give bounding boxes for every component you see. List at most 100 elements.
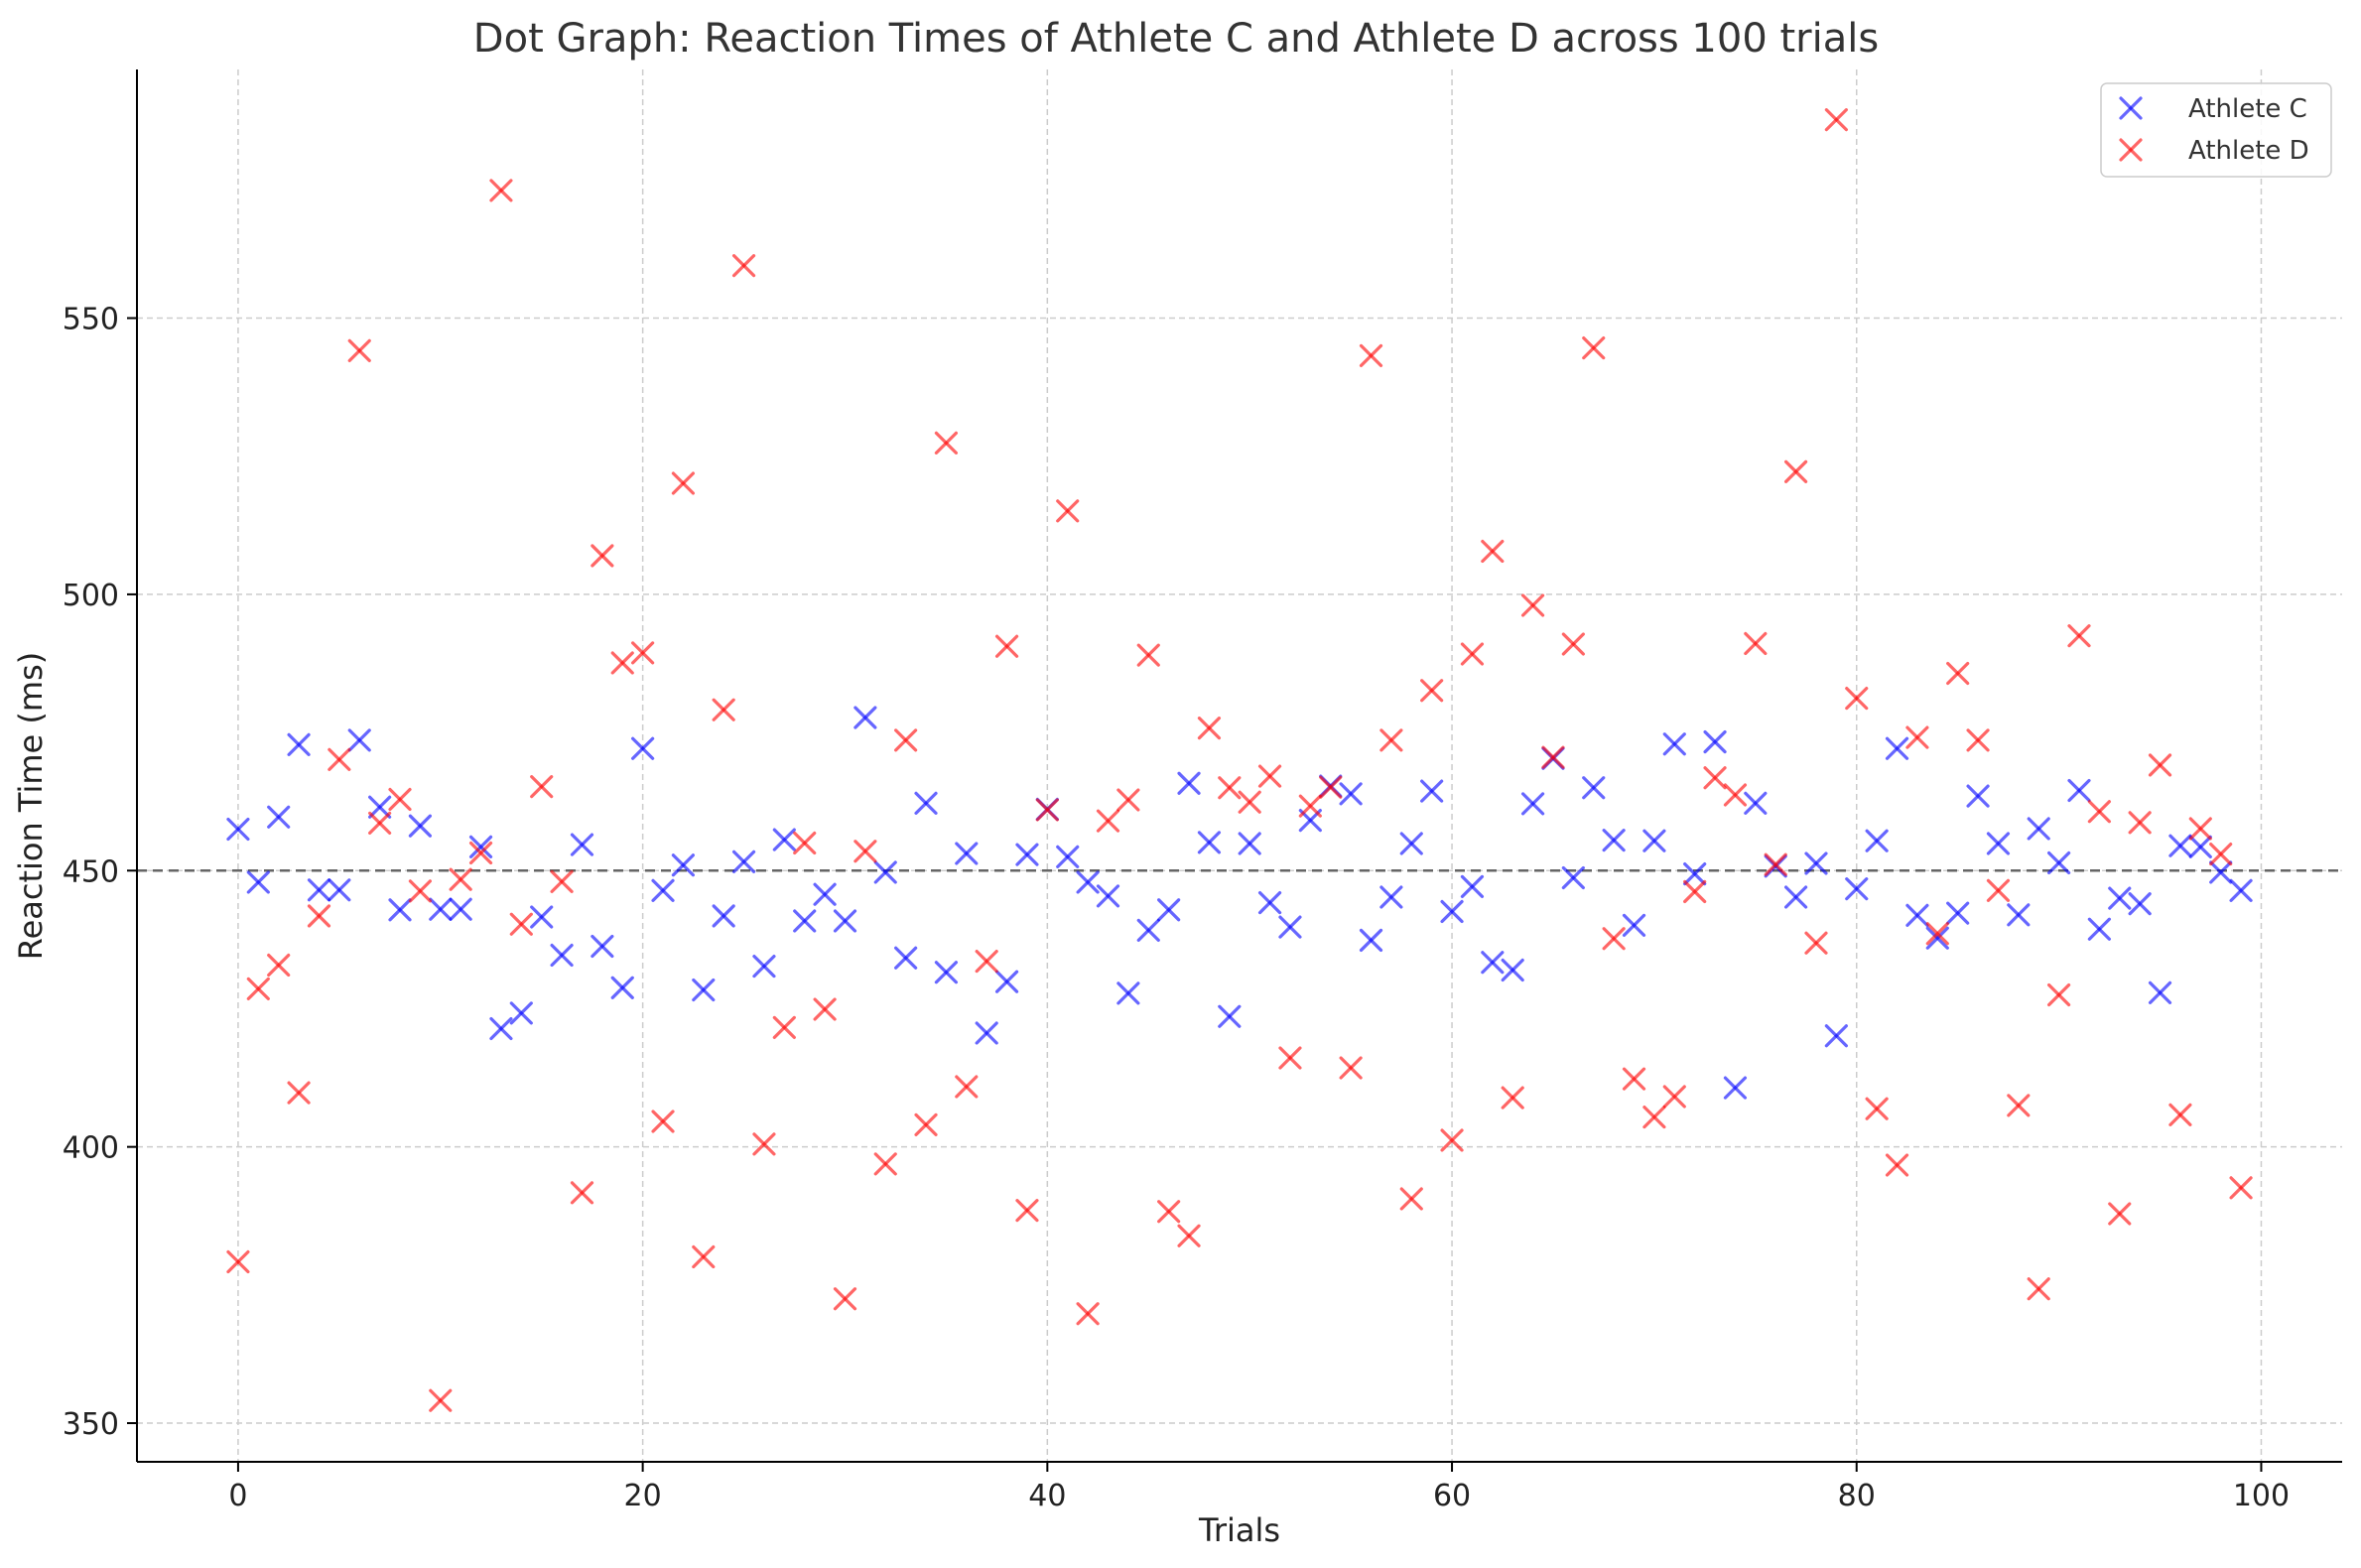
data-point-athlete-c — [671, 853, 696, 877]
legend-marker — [2119, 138, 2143, 162]
data-point-athlete-d — [1278, 1046, 1302, 1070]
data-point-athlete-d — [631, 641, 655, 665]
data-point-athlete-d — [1946, 661, 1970, 686]
data-point-athlete-c — [1520, 792, 1545, 816]
data-point-athlete-c — [1015, 843, 1039, 866]
data-point-athlete-d — [347, 338, 371, 362]
data-point-athlete-c — [287, 732, 311, 756]
data-points — [226, 108, 2253, 1412]
data-point-athlete-c — [1582, 776, 1606, 800]
x-axis-label: Trials — [1198, 1511, 1280, 1549]
data-point-athlete-d — [2128, 811, 2152, 835]
data-point-athlete-c — [1865, 829, 1889, 852]
x-tick-label: 60 — [1433, 1479, 1471, 1513]
data-point-athlete-d — [1238, 790, 1261, 814]
x-tick-label: 100 — [2233, 1479, 2290, 1513]
data-point-athlete-c — [1642, 829, 1666, 852]
data-point-athlete-c — [752, 954, 776, 979]
data-point-athlete-c — [246, 870, 270, 894]
data-point-athlete-c — [1703, 729, 1727, 754]
grid-lines — [137, 69, 2342, 1462]
data-point-athlete-c — [894, 946, 918, 970]
data-point-athlete-d — [590, 544, 614, 568]
data-point-athlete-d — [1824, 108, 1848, 132]
data-point-athlete-d — [1885, 1153, 1909, 1177]
data-point-athlete-d — [1541, 745, 1565, 769]
data-point-athlete-c — [994, 970, 1019, 993]
data-point-athlete-d — [2168, 1103, 2192, 1126]
data-point-athlete-d — [1460, 642, 1485, 666]
data-point-athlete-c — [692, 978, 716, 1002]
data-point-athlete-d — [1197, 717, 1222, 740]
data-point-athlete-d — [2047, 982, 2071, 1007]
data-point-athlete-d — [1520, 593, 1545, 617]
data-point-athlete-c — [408, 814, 432, 838]
legend-label: Athlete D — [2188, 136, 2309, 166]
data-point-athlete-d — [1925, 922, 1949, 946]
data-point-athlete-d — [1359, 343, 1383, 367]
data-point-athlete-d — [1076, 1302, 1100, 1326]
data-point-athlete-c — [1845, 877, 1869, 901]
data-point-athlete-c — [2108, 886, 2132, 910]
y-tick-label: 400 — [63, 1131, 119, 1166]
data-point-athlete-d — [1056, 499, 1080, 523]
data-point-athlete-d — [550, 869, 574, 894]
data-point-athlete-d — [994, 634, 1019, 658]
data-point-athlete-d — [712, 698, 735, 721]
x-tick-label: 20 — [624, 1479, 662, 1513]
data-point-athlete-d — [1136, 643, 1160, 667]
data-point-athlete-c — [1744, 791, 1768, 815]
data-point-athlete-c — [651, 878, 675, 902]
y-tick-label: 550 — [63, 303, 119, 337]
data-point-athlete-d — [934, 431, 959, 455]
data-point-athlete-d — [509, 912, 533, 936]
data-point-athlete-d — [2087, 800, 2111, 824]
data-point-athlete-d — [1582, 336, 1606, 360]
data-point-athlete-c — [509, 1001, 533, 1025]
data-point-athlete-d — [651, 1110, 675, 1133]
data-point-athlete-c — [1157, 898, 1181, 922]
data-point-athlete-d — [1622, 1067, 1646, 1091]
data-point-athlete-c — [1420, 779, 1444, 803]
data-point-athlete-c — [1501, 958, 1524, 982]
data-point-athlete-c — [2168, 834, 2192, 857]
data-point-athlete-c — [1177, 771, 1201, 795]
data-point-athlete-d — [2188, 817, 2212, 841]
data-point-athlete-c — [914, 791, 938, 815]
data-point-athlete-d — [1379, 728, 1403, 752]
data-point-athlete-d — [873, 1152, 897, 1176]
data-point-athlete-c — [449, 897, 472, 921]
data-point-athlete-d — [1744, 631, 1768, 656]
data-point-athlete-d — [1298, 794, 1322, 818]
data-point-athlete-d — [955, 1075, 979, 1099]
data-point-athlete-d — [1440, 1128, 1464, 1152]
data-point-athlete-d — [752, 1132, 776, 1156]
chart-title: Dot Graph: Reaction Times of Athlete C a… — [473, 16, 1879, 62]
legend-marker — [2119, 96, 2143, 120]
axes: 0 20 40 60 80 100 350 400 450 500 550 — [63, 69, 2342, 1513]
data-point-athlete-d — [1905, 725, 1929, 749]
data-point-athlete-c — [1460, 874, 1485, 899]
data-point-athlete-d — [671, 471, 696, 495]
data-point-athlete-c — [550, 943, 574, 968]
data-point-athlete-d — [1319, 775, 1343, 799]
legend: Athlete C Athlete D — [2100, 82, 2332, 178]
data-point-athlete-c — [2067, 778, 2091, 803]
data-point-athlete-d — [2007, 1094, 2031, 1117]
data-point-athlete-d — [2209, 842, 2233, 866]
data-point-athlete-d — [468, 841, 493, 865]
data-point-athlete-c — [1339, 782, 1363, 806]
data-point-athlete-c — [2229, 878, 2253, 902]
data-point-athlete-c — [1218, 1004, 1242, 1028]
data-point-athlete-d — [1257, 764, 1282, 788]
data-point-athlete-d — [570, 1181, 594, 1205]
data-point-athlete-d — [226, 1249, 250, 1274]
data-point-athlete-c — [1561, 865, 1585, 890]
data-point-athlete-c — [388, 898, 412, 922]
y-tick-label: 450 — [63, 854, 119, 889]
data-point-athlete-d — [1966, 728, 1990, 752]
data-point-athlete-d — [1561, 632, 1585, 656]
data-point-athlete-d — [1501, 1086, 1524, 1110]
data-point-athlete-c — [307, 878, 331, 902]
